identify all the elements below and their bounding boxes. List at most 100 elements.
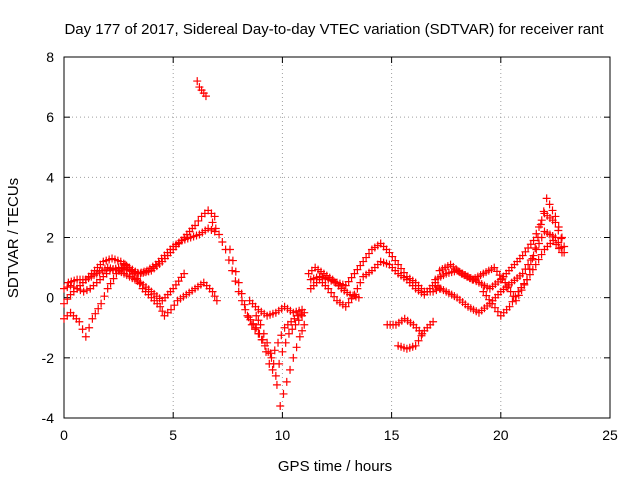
data-point [218, 238, 227, 247]
data-point [518, 269, 527, 278]
data-point [397, 264, 406, 273]
data-point [210, 292, 219, 301]
data-point [276, 401, 285, 410]
data-point [344, 277, 353, 286]
data-point [551, 212, 560, 221]
data-point [411, 341, 420, 350]
data-point [295, 332, 304, 341]
data-point [505, 302, 514, 311]
data-point [282, 377, 291, 386]
data-point [300, 320, 309, 329]
data-point [278, 347, 287, 356]
data-point [281, 338, 290, 347]
data-point [353, 265, 362, 274]
data-point [237, 289, 246, 298]
data-point [286, 365, 295, 374]
data-point [252, 311, 261, 320]
data-point [201, 92, 210, 101]
x-tick-label: 0 [60, 427, 68, 443]
data-point [526, 256, 535, 265]
data-point [388, 252, 397, 261]
data-point [246, 315, 255, 324]
data-point [60, 284, 68, 293]
data-point [234, 278, 243, 287]
data-point [129, 269, 138, 278]
data-point [557, 248, 566, 257]
series-track-l [304, 263, 363, 302]
data-point [85, 323, 94, 332]
data-point [533, 233, 542, 242]
data-point [528, 265, 537, 274]
y-tick-label: 4 [46, 169, 54, 185]
data-point [94, 304, 103, 313]
data-point [259, 329, 268, 338]
data-point [501, 278, 510, 287]
data-point [237, 296, 246, 305]
series-track-m [383, 314, 427, 338]
y-tick-label: 2 [46, 230, 54, 246]
data-point [254, 316, 263, 325]
data-point [347, 273, 356, 282]
data-point [362, 253, 371, 262]
data-point [208, 218, 217, 227]
data-point [549, 236, 558, 245]
data-point [524, 260, 533, 269]
data-point [506, 287, 515, 296]
data-point [548, 206, 557, 215]
data-point [158, 307, 167, 316]
data-point [215, 230, 224, 239]
data-point [545, 200, 554, 209]
series-track-n [394, 317, 438, 353]
data-point [552, 240, 561, 249]
data-point [394, 260, 403, 269]
data-point [517, 283, 526, 292]
data-point [324, 284, 333, 293]
x-tick-label: 5 [169, 427, 177, 443]
data-point [365, 249, 374, 258]
series-track-q [435, 194, 566, 305]
axis-ticks: 0 5 10 15 20 25 -4 -2 0 2 4 6 8 [42, 49, 618, 443]
series-track-g [225, 245, 307, 380]
data-point [271, 371, 280, 380]
data-point [490, 303, 499, 312]
data-point [266, 349, 275, 358]
data-point [534, 255, 543, 264]
data-marks [60, 77, 569, 410]
data-point [268, 365, 277, 374]
x-tick-label: 10 [275, 427, 291, 443]
data-point [488, 299, 497, 308]
data-point [429, 317, 438, 326]
data-point [537, 216, 546, 225]
data-point [532, 245, 541, 254]
series-track-d [64, 263, 189, 305]
data-point [156, 302, 165, 311]
data-point [167, 305, 176, 314]
data-point [212, 296, 221, 305]
data-point [341, 281, 350, 290]
data-point [267, 353, 276, 362]
data-point [208, 287, 217, 296]
data-point [211, 224, 220, 233]
data-point [247, 320, 256, 329]
data-point [91, 309, 100, 318]
data-point [81, 332, 90, 341]
data-point [354, 293, 363, 302]
data-point [204, 224, 213, 233]
data-point [485, 295, 494, 304]
data-point [482, 291, 491, 300]
series-track-i [245, 296, 307, 320]
data-point [252, 323, 261, 332]
data-point [539, 207, 548, 216]
data-point [78, 325, 87, 334]
data-point [391, 256, 400, 265]
data-point [225, 245, 234, 254]
data-point [256, 320, 265, 329]
data-point [525, 270, 534, 279]
data-point [356, 261, 365, 270]
data-point [88, 314, 97, 323]
data-point [258, 335, 267, 344]
data-point [228, 256, 237, 265]
data-point [557, 234, 566, 243]
data-point [75, 317, 84, 326]
